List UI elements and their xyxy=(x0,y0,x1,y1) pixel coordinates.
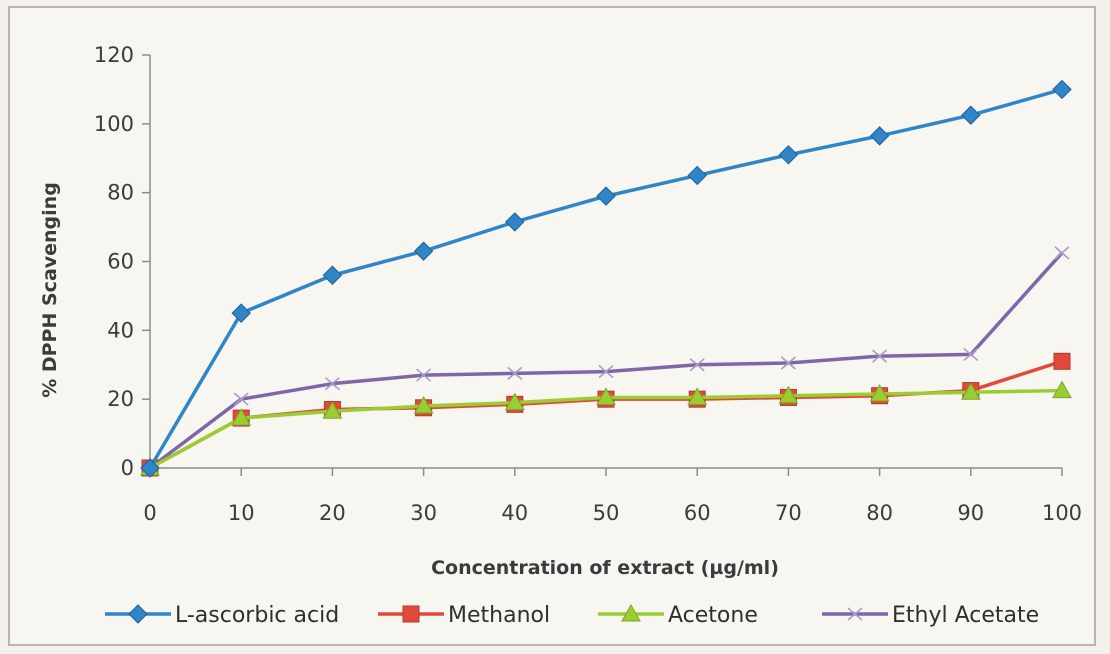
series-ethyl-acetate xyxy=(142,246,1070,475)
diamond-marker xyxy=(413,241,434,261)
x-tick-label: 30 xyxy=(410,501,437,525)
diamond-marker xyxy=(322,265,343,285)
legend-item: Ethyl Acetate xyxy=(822,603,1039,628)
x-tick-label: 20 xyxy=(319,501,346,525)
triangle-marker xyxy=(960,382,981,400)
x-axis-title: Concentration of extract (µg/ml) xyxy=(431,557,779,579)
x-tick-label: 80 xyxy=(866,501,893,525)
triangle-marker xyxy=(1052,380,1072,399)
y-tick-label: 120 xyxy=(94,43,134,67)
legend-label: Acetone xyxy=(668,603,758,628)
axes: 0 20 40 60 80 100 120 0 10 20 30 40 50 60 70 80 90 100 xyxy=(94,43,1082,525)
x-marker xyxy=(780,356,796,370)
y-tick-label: 100 xyxy=(94,112,134,136)
x-marker xyxy=(1054,246,1070,260)
diamond-marker xyxy=(505,212,525,232)
x-marker xyxy=(847,607,863,621)
x-tick-label: 100 xyxy=(1042,501,1082,525)
legend-item: Methanol xyxy=(378,603,550,628)
legend-label: Methanol xyxy=(448,603,550,628)
triangle-marker xyxy=(869,383,890,402)
legend-item: L-ascorbic acid xyxy=(105,603,339,628)
series-acetone xyxy=(140,380,1072,476)
diamond-marker xyxy=(687,165,707,186)
x-marker xyxy=(416,368,432,382)
y-tick-label: 80 xyxy=(107,181,134,205)
x-tick-label: 70 xyxy=(775,501,802,525)
x-marker xyxy=(872,349,888,363)
triangle-marker xyxy=(322,401,343,419)
triangle-marker xyxy=(621,603,641,622)
legend-item: Acetone xyxy=(598,603,758,628)
x-tick-label: 40 xyxy=(501,501,528,525)
y-tick-label: 40 xyxy=(107,318,134,342)
y-tick-label: 60 xyxy=(107,250,134,274)
triangle-marker xyxy=(504,392,525,411)
x-marker xyxy=(233,392,249,406)
series-line xyxy=(148,87,1063,469)
x-tick-label: 50 xyxy=(593,501,620,525)
x-tick-label: 90 xyxy=(957,501,984,525)
x-tick-label: 60 xyxy=(684,501,711,525)
x-marker xyxy=(689,358,705,372)
legend: L-ascorbic acid Methanol Acetone Ethyl Acet… xyxy=(105,603,1039,628)
square-marker xyxy=(402,605,420,623)
diamond-marker xyxy=(231,303,251,323)
diamond-marker xyxy=(1052,79,1072,100)
x-tick-label: 10 xyxy=(228,501,255,525)
triangle-marker xyxy=(687,387,708,405)
legend-label: Ethyl Acetate xyxy=(892,603,1039,628)
y-tick-label: 0 xyxy=(121,456,134,480)
diamond-marker xyxy=(128,604,148,624)
x-tick-label: 0 xyxy=(143,501,156,525)
triangle-marker xyxy=(778,385,799,404)
y-axis-title: % DPPH Scavenging xyxy=(39,182,61,398)
x-marker xyxy=(507,366,523,380)
diamond-marker xyxy=(778,145,799,165)
chart-frame xyxy=(8,6,1096,646)
triangle-marker xyxy=(413,396,434,414)
y-tick-label: 20 xyxy=(107,387,134,411)
series-l-ascorbic-acid xyxy=(140,79,1072,478)
series-layer xyxy=(140,79,1072,478)
x-marker xyxy=(963,347,979,362)
diamond-marker xyxy=(140,458,160,478)
x-marker xyxy=(598,365,614,379)
series-line xyxy=(148,251,1064,470)
diamond-marker xyxy=(869,126,890,146)
diamond-marker xyxy=(596,186,616,206)
diamond-marker xyxy=(961,105,981,125)
legend-label: L-ascorbic acid xyxy=(175,603,339,628)
triangle-marker xyxy=(231,408,252,426)
square-marker xyxy=(1053,352,1071,370)
triangle-marker xyxy=(596,387,616,405)
x-marker xyxy=(324,377,340,391)
